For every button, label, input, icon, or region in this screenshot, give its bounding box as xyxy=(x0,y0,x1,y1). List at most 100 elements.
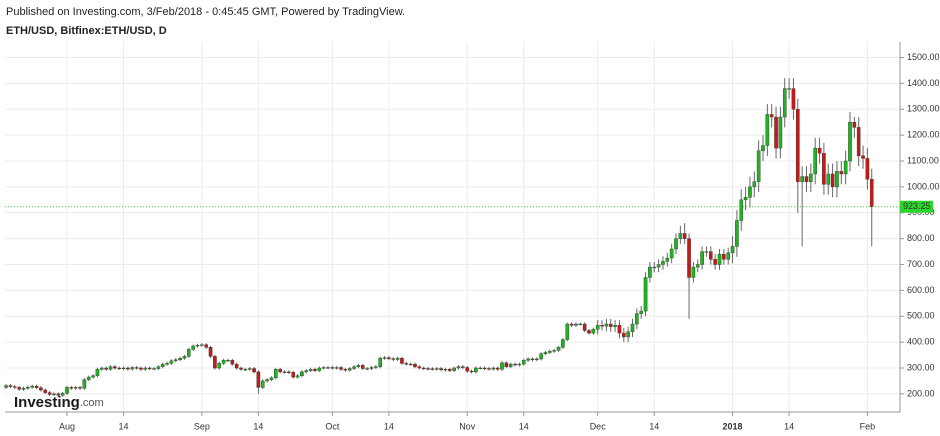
candle-body xyxy=(347,368,352,371)
candle-body xyxy=(308,369,313,371)
candle-body xyxy=(539,353,543,360)
candle-body xyxy=(295,375,300,378)
candle-body xyxy=(217,363,222,369)
candle-body xyxy=(26,386,30,389)
candle-body xyxy=(400,357,404,364)
y-tick-label: 700.00 xyxy=(907,259,935,269)
candle-body xyxy=(343,369,348,371)
candle-body xyxy=(787,88,791,90)
candle-body xyxy=(613,325,617,327)
candle-body xyxy=(713,259,717,265)
candle-body xyxy=(99,367,104,370)
candle-body xyxy=(678,233,683,239)
logo-suffix: .com xyxy=(80,397,104,409)
candle-body xyxy=(387,357,391,359)
candle-body xyxy=(856,127,861,157)
x-tick-label: 14 xyxy=(784,421,794,431)
candle-body xyxy=(73,387,78,389)
candle-body xyxy=(461,366,465,368)
candle-body xyxy=(782,88,787,118)
candle-body xyxy=(652,266,657,269)
candle-body xyxy=(548,350,552,353)
candle-body xyxy=(761,145,765,151)
candle-body xyxy=(622,332,626,338)
y-tick-label: 1000.00 xyxy=(907,181,940,191)
candle-body xyxy=(482,367,487,370)
candle-body xyxy=(778,116,783,149)
candle-body xyxy=(735,220,739,247)
candle-body xyxy=(65,387,69,394)
candle-body xyxy=(630,323,635,332)
candle-body xyxy=(230,360,235,365)
candle-body xyxy=(21,387,26,390)
candle-body xyxy=(743,197,748,201)
candle-body xyxy=(474,367,478,373)
candle-body xyxy=(82,379,87,389)
candle-body xyxy=(365,368,369,370)
candle-body xyxy=(391,358,396,360)
candle-body xyxy=(830,173,835,188)
x-tick-label: Dec xyxy=(590,421,607,431)
candle-body xyxy=(682,233,687,239)
candle-body xyxy=(691,266,696,278)
candle-body xyxy=(426,368,430,370)
candle-body xyxy=(256,371,261,388)
candle-body xyxy=(430,368,435,370)
y-tick-label: 1500.00 xyxy=(907,52,940,62)
candle-body xyxy=(508,363,513,367)
watermark-logo: Investing.com xyxy=(14,394,104,411)
candle-body xyxy=(60,393,65,396)
x-tick-label: 14 xyxy=(519,421,529,431)
candle-body xyxy=(421,367,426,370)
candle-body xyxy=(565,323,570,340)
candle-body xyxy=(408,363,413,366)
candle-body xyxy=(86,376,91,380)
candle-body xyxy=(604,323,609,327)
candle-body xyxy=(848,122,852,162)
candle-body xyxy=(317,367,322,371)
candle-body xyxy=(321,367,326,369)
candle-body xyxy=(78,387,82,389)
candle-body xyxy=(600,325,604,327)
candle-body xyxy=(121,367,126,370)
candle-body xyxy=(200,344,204,346)
candle-body xyxy=(143,367,148,370)
candle-body xyxy=(134,367,139,369)
y-tick-label: 300.00 xyxy=(907,362,935,372)
candle-body xyxy=(796,109,800,182)
candle-body xyxy=(374,366,378,368)
y-tick-label: 400.00 xyxy=(907,337,935,347)
candle-body xyxy=(165,363,169,365)
candle-body xyxy=(861,155,865,159)
candle-body xyxy=(639,310,643,314)
candle-body xyxy=(595,325,600,330)
candle-body xyxy=(8,385,13,387)
candle-body xyxy=(552,350,556,352)
candle-body xyxy=(356,365,361,367)
candle-body xyxy=(569,323,574,326)
x-tick-label: Oct xyxy=(325,421,340,431)
candle-body xyxy=(665,257,670,262)
published-note: Published on Investing.com, 3/Feb/2018 -… xyxy=(6,6,405,18)
candle-body xyxy=(800,176,804,182)
candle-body xyxy=(304,370,309,373)
candle-body xyxy=(465,367,470,372)
candle-body xyxy=(456,366,461,369)
candle-body xyxy=(478,367,483,370)
x-tick-label: Nov xyxy=(459,421,476,431)
candle-body xyxy=(378,357,383,367)
candle-body xyxy=(722,253,726,260)
candle-body xyxy=(178,357,182,360)
candle-body xyxy=(635,313,639,325)
last-price-box xyxy=(900,200,933,213)
candle-body xyxy=(247,368,252,370)
x-tick-label: 14 xyxy=(253,421,263,431)
candle-body xyxy=(339,367,343,370)
candle-body xyxy=(730,246,735,254)
candle-body xyxy=(117,367,121,370)
candle-body xyxy=(291,372,296,378)
candle-body xyxy=(578,323,583,326)
y-tick-label: 1400.00 xyxy=(907,78,940,88)
candle-body xyxy=(434,368,439,370)
